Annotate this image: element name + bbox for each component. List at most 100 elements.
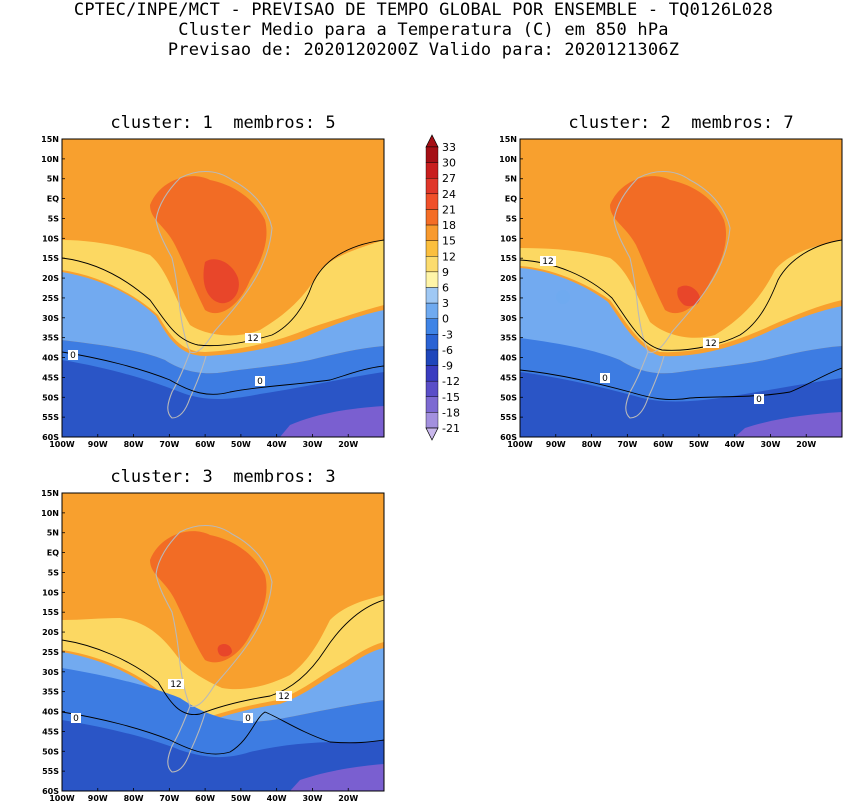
field-cool-blue xyxy=(62,648,384,724)
panel-2-title: cluster: 2 membros: 7 xyxy=(568,113,794,133)
contour-0 xyxy=(62,351,384,395)
longitude-tick-label: 70W xyxy=(617,440,637,449)
colorbar-top-arrow xyxy=(425,134,439,148)
longitude-tick-label: 20W xyxy=(796,440,816,449)
contour-label: 0 xyxy=(73,714,79,724)
colorbar-label: 27 xyxy=(442,172,456,185)
latitude-tick-label: 45S xyxy=(500,373,517,382)
latitude-tick-label: 40S xyxy=(42,354,59,363)
figure-title-line-1: CPTEC/INPE/MCT - PREVISAO DE TEMPO GLOBA… xyxy=(73,0,774,20)
panel-3-title: cluster: 3 membros: 3 xyxy=(110,467,336,487)
colorbar-segment xyxy=(425,256,439,273)
colorbar-segment xyxy=(425,209,439,226)
field-continental-hot xyxy=(150,531,267,663)
colorbar-label: 0 xyxy=(442,313,449,326)
contour-12 xyxy=(62,599,384,716)
longitude-tick-label: 50W xyxy=(689,440,709,449)
latitude-tick-label: 10S xyxy=(42,588,59,597)
latitude-tick-label: 60S xyxy=(42,787,59,796)
longitude-tick-label: 60W xyxy=(195,440,215,449)
colorbar-label: 18 xyxy=(442,219,456,232)
latitude-tick-label: 60S xyxy=(500,433,517,442)
contour-label: 12 xyxy=(542,257,553,267)
map-panel-2: 12 12 0 0 xyxy=(519,138,843,438)
colorbar-label: 33 xyxy=(442,141,456,154)
longitude-tick-label: 80W xyxy=(582,440,602,449)
colorbar-segment xyxy=(425,146,439,163)
latitude-tick-label: 25S xyxy=(42,648,59,657)
figure-title-line-3: Previsao de: 2020120200Z Valido para: 20… xyxy=(167,40,680,60)
latitude-tick-label: EQ xyxy=(47,195,59,204)
longitude-tick-label: 90W xyxy=(546,440,566,449)
contour-12 xyxy=(62,239,384,347)
latitude-tick-label: 15N xyxy=(41,135,59,144)
field-polar-violet xyxy=(290,764,384,791)
latitude-tick-label: 45S xyxy=(42,373,59,382)
latitude-tick-label: 25S xyxy=(500,294,517,303)
contour-label: 12 xyxy=(170,680,181,690)
longitude-tick-label: 20W xyxy=(338,794,358,803)
colorbar-segment xyxy=(425,224,439,241)
contour-label: 12 xyxy=(278,692,289,702)
longitude-tick-label: 70W xyxy=(159,794,179,803)
longitude-tick-label: 50W xyxy=(231,794,251,803)
longitude-tick-label: 40W xyxy=(267,440,287,449)
field-polar-violet xyxy=(735,412,842,437)
field-hot-core xyxy=(203,259,239,304)
longitude-tick-label: 80W xyxy=(124,440,144,449)
colorbar-segment xyxy=(425,412,439,429)
longitude-tick-label: 30W xyxy=(760,440,780,449)
colorbar-label: -12 xyxy=(442,375,460,388)
longitude-tick-label: 40W xyxy=(267,794,287,803)
colorbar-segment xyxy=(425,287,439,304)
longitude-tick-label: 70W xyxy=(159,440,179,449)
field-mid-yellow xyxy=(520,240,842,353)
colorbar-label: 24 xyxy=(442,188,456,201)
latitude-tick-label: 50S xyxy=(42,747,59,756)
latitude-tick-label: 30S xyxy=(500,314,517,323)
latitude-tick-label: 55S xyxy=(500,413,517,422)
longitude-tick-label: 100W xyxy=(49,440,75,449)
longitude-tick-label: 100W xyxy=(507,440,533,449)
colorbar-label: -6 xyxy=(442,344,453,357)
latitude-tick-label: 10N xyxy=(499,155,517,164)
colorbar-label: 15 xyxy=(442,235,456,248)
colorbar-label: -3 xyxy=(442,328,453,341)
latitude-tick-label: 5S xyxy=(506,214,518,223)
latitude-tick-label: EQ xyxy=(47,549,59,558)
latitude-tick-label: 50S xyxy=(500,393,517,402)
south-america-southern-cone xyxy=(167,351,207,419)
latitude-tick-label: 35S xyxy=(500,334,517,343)
latitude-tick-label: 10S xyxy=(500,234,517,243)
colorbar-label: 12 xyxy=(442,250,456,263)
contour-label: 0 xyxy=(257,377,263,387)
panel-3-contour-labels: 12 12 0 0 xyxy=(71,679,292,724)
latitude-tick-label: 35S xyxy=(42,334,59,343)
field-polar-violet xyxy=(280,406,384,437)
colorbar-segment xyxy=(425,396,439,413)
colorbar-label: -18 xyxy=(442,406,460,419)
latitude-tick-label: 5S xyxy=(48,214,60,223)
colorbar-label: 9 xyxy=(442,266,449,279)
latitude-tick-label: 35S xyxy=(42,688,59,697)
longitude-tick-label: 40W xyxy=(725,440,745,449)
latitude-tick-label: 10N xyxy=(41,509,59,518)
field-mid-yellow xyxy=(62,595,384,721)
contour-label: 0 xyxy=(756,395,762,405)
latitude-tick-label: 55S xyxy=(42,413,59,422)
colorbar-label: 3 xyxy=(442,297,449,310)
longitude-tick-label: 90W xyxy=(88,794,108,803)
field-cool-blue xyxy=(520,268,842,374)
colorbar-segment xyxy=(425,162,439,179)
field-deep-blue xyxy=(62,720,384,791)
colorbar-label: -21 xyxy=(442,422,460,435)
longitude-tick-label: 30W xyxy=(302,794,322,803)
colorbar-label: 21 xyxy=(442,203,456,216)
latitude-tick-label: 30S xyxy=(42,668,59,677)
latitude-tick-label: 5N xyxy=(47,529,59,538)
contour-label: 0 xyxy=(602,374,608,384)
colorbar-segment xyxy=(425,334,439,351)
field-hot-core xyxy=(217,643,232,657)
colorbar-segment xyxy=(425,380,439,397)
